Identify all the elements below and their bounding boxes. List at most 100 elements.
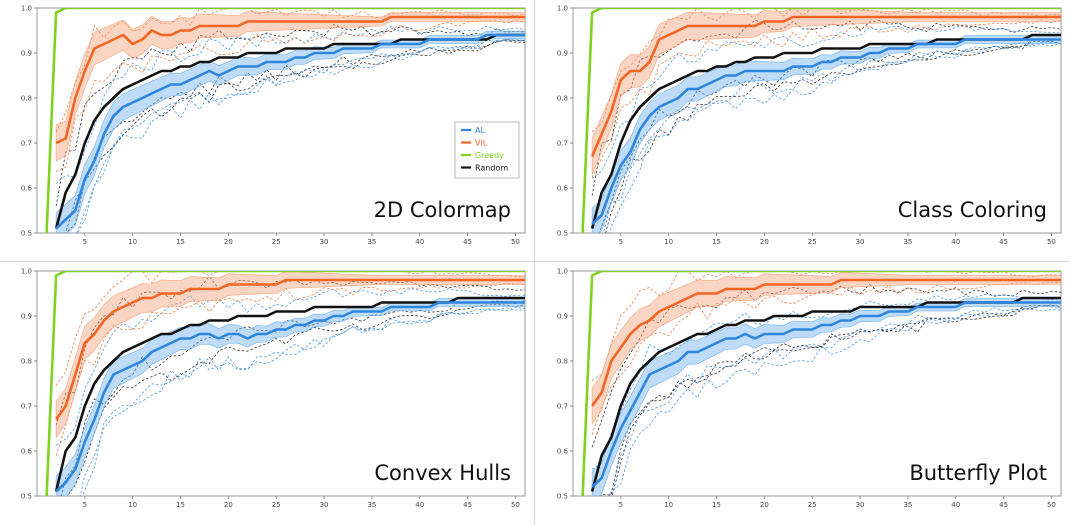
x-tick-label: 35 bbox=[367, 501, 376, 509]
x-tick-label: 50 bbox=[1047, 238, 1056, 246]
confidence-band-al bbox=[591, 35, 1061, 233]
chart-panel-class-coloring: 0.5 0.6 0.7 0.8 0.9 1.0 5 10 15 20 25 30 35 40 45 50 Cla… bbox=[536, 0, 1070, 261]
x-tick-label: 15 bbox=[712, 238, 721, 246]
y-tick-label: 0.5 bbox=[21, 493, 32, 501]
plot-area bbox=[581, 8, 1061, 233]
plot-area bbox=[581, 271, 1061, 496]
y-tick-label: 0.5 bbox=[21, 230, 32, 238]
x-tick-label: 5 bbox=[83, 501, 87, 509]
run-trace-al bbox=[609, 309, 1061, 496]
x-tick-label: 30 bbox=[320, 501, 329, 509]
plot-area bbox=[45, 8, 525, 233]
run-trace-al bbox=[55, 287, 525, 446]
legend-label-vil: VIL bbox=[475, 139, 488, 148]
chart-panel-butterfly-plot: 0.5 0.6 0.7 0.8 0.9 1.0 5 10 15 20 25 30 35 40 45 50 But… bbox=[536, 263, 1070, 524]
run-trace-random bbox=[66, 304, 525, 496]
x-tick-label: 35 bbox=[903, 238, 912, 246]
run-trace-vil bbox=[55, 20, 525, 172]
confidence-band-vil bbox=[591, 8, 1061, 175]
series-line-al bbox=[55, 301, 525, 493]
confidence-band-al bbox=[591, 298, 1061, 496]
y-tick-label: 0.9 bbox=[21, 313, 32, 321]
y-tick-label: 0.8 bbox=[21, 95, 32, 103]
run-trace-random bbox=[65, 39, 525, 233]
x-tick-label: 40 bbox=[415, 238, 424, 246]
x-tick-label: 40 bbox=[951, 501, 960, 509]
y-tick-label: 0.7 bbox=[21, 140, 32, 148]
x-tick-label: 30 bbox=[856, 238, 865, 246]
y-tick-label: 0.6 bbox=[557, 448, 569, 456]
x-tick-label: 50 bbox=[1047, 501, 1056, 509]
x-tick-label: 10 bbox=[664, 501, 673, 509]
x-tick-label: 20 bbox=[224, 238, 233, 246]
y-tick-label: 0.5 bbox=[557, 230, 568, 238]
run-trace-al bbox=[55, 25, 525, 184]
y-tick-label: 0.6 bbox=[21, 448, 33, 456]
y-tick-label: 0.9 bbox=[21, 50, 32, 58]
run-trace-random bbox=[65, 40, 525, 233]
vertical-divider bbox=[534, 0, 535, 525]
x-tick-label: 10 bbox=[128, 238, 137, 246]
series-line-greedy bbox=[45, 8, 525, 233]
x-tick-label: 25 bbox=[272, 238, 281, 246]
series-line-vil bbox=[590, 15, 1061, 158]
y-tick-label: 1.0 bbox=[21, 5, 32, 13]
run-trace-al bbox=[79, 307, 525, 496]
x-tick-label: 25 bbox=[808, 238, 817, 246]
run-trace-al bbox=[76, 38, 525, 233]
confidence-band-al bbox=[55, 30, 525, 233]
x-tick-label: 25 bbox=[808, 501, 817, 509]
chart-panel-2d-colormap: 0.5 0.6 0.7 0.8 0.9 1.0 5 10 15 20 25 30 35 40 45 50 2D … bbox=[0, 0, 534, 261]
x-tick-label: 20 bbox=[760, 238, 769, 246]
x-tick-label: 20 bbox=[224, 501, 233, 509]
run-trace-al bbox=[609, 305, 1061, 496]
x-tick-label: 10 bbox=[664, 238, 673, 246]
x-tick-label: 35 bbox=[367, 238, 376, 246]
x-tick-label: 40 bbox=[951, 238, 960, 246]
confidence-band-vil bbox=[55, 271, 525, 439]
series-line-vil bbox=[55, 278, 525, 421]
legend-label-al: AL bbox=[475, 126, 485, 135]
chart-svg: 0.5 0.6 0.7 0.8 0.9 1.0 5 10 15 20 25 30 35 40 45 50 Cla… bbox=[557, 5, 1062, 246]
run-trace-al bbox=[76, 39, 525, 233]
y-tick-label: 0.6 bbox=[557, 185, 569, 193]
legend: AL VIL Greedy Random bbox=[454, 121, 520, 179]
series-line-greedy bbox=[45, 271, 525, 496]
chart-svg: 0.5 0.6 0.7 0.8 0.9 1.0 5 10 15 20 25 30 35 40 45 50 2D … bbox=[21, 5, 526, 246]
x-tick-label: 5 bbox=[619, 238, 623, 246]
x-tick-label: 40 bbox=[415, 501, 424, 509]
run-trace-random bbox=[598, 38, 1061, 233]
confidence-band-vil bbox=[55, 11, 525, 162]
run-trace-vil bbox=[591, 271, 1061, 382]
confidence-band-vil bbox=[591, 272, 1061, 425]
chart-panel-convex-hulls: 0.5 0.6 0.7 0.8 0.9 1.0 5 10 15 20 25 30 35 40 45 50 Con… bbox=[0, 263, 534, 524]
x-tick-label: 30 bbox=[320, 238, 329, 246]
run-trace-vil bbox=[55, 283, 525, 456]
x-tick-label: 45 bbox=[463, 501, 472, 509]
y-tick-label: 0.6 bbox=[21, 185, 33, 193]
chart-svg: 0.5 0.6 0.7 0.8 0.9 1.0 5 10 15 20 25 30 35 40 45 50 But… bbox=[557, 268, 1062, 509]
chart-svg: 0.5 0.6 0.7 0.8 0.9 1.0 5 10 15 20 25 30 35 40 45 50 Con… bbox=[21, 268, 526, 509]
y-tick-label: 0.9 bbox=[557, 313, 568, 321]
x-tick-label: 45 bbox=[999, 501, 1008, 509]
series-line-al bbox=[591, 38, 1061, 225]
panel-title: 2D Colormap bbox=[374, 198, 511, 222]
legend-label-greedy: Greedy bbox=[475, 151, 504, 160]
legend-label-random: Random bbox=[475, 164, 508, 173]
run-trace-random bbox=[600, 304, 1061, 496]
y-tick-label: 0.5 bbox=[557, 493, 568, 501]
x-tick-label: 10 bbox=[128, 501, 137, 509]
run-trace-al bbox=[591, 23, 1061, 179]
y-tick-label: 0.8 bbox=[557, 358, 568, 366]
run-trace-al bbox=[591, 293, 1061, 470]
y-tick-label: 1.0 bbox=[21, 268, 32, 276]
run-trace-random bbox=[605, 40, 1061, 233]
run-trace-al bbox=[82, 307, 525, 496]
series-line-vil bbox=[55, 15, 525, 145]
x-tick-label: 20 bbox=[760, 501, 769, 509]
run-trace-random bbox=[591, 19, 1061, 196]
panel-title: Convex Hulls bbox=[374, 461, 511, 485]
x-tick-label: 25 bbox=[272, 501, 281, 509]
x-tick-label: 50 bbox=[511, 238, 520, 246]
